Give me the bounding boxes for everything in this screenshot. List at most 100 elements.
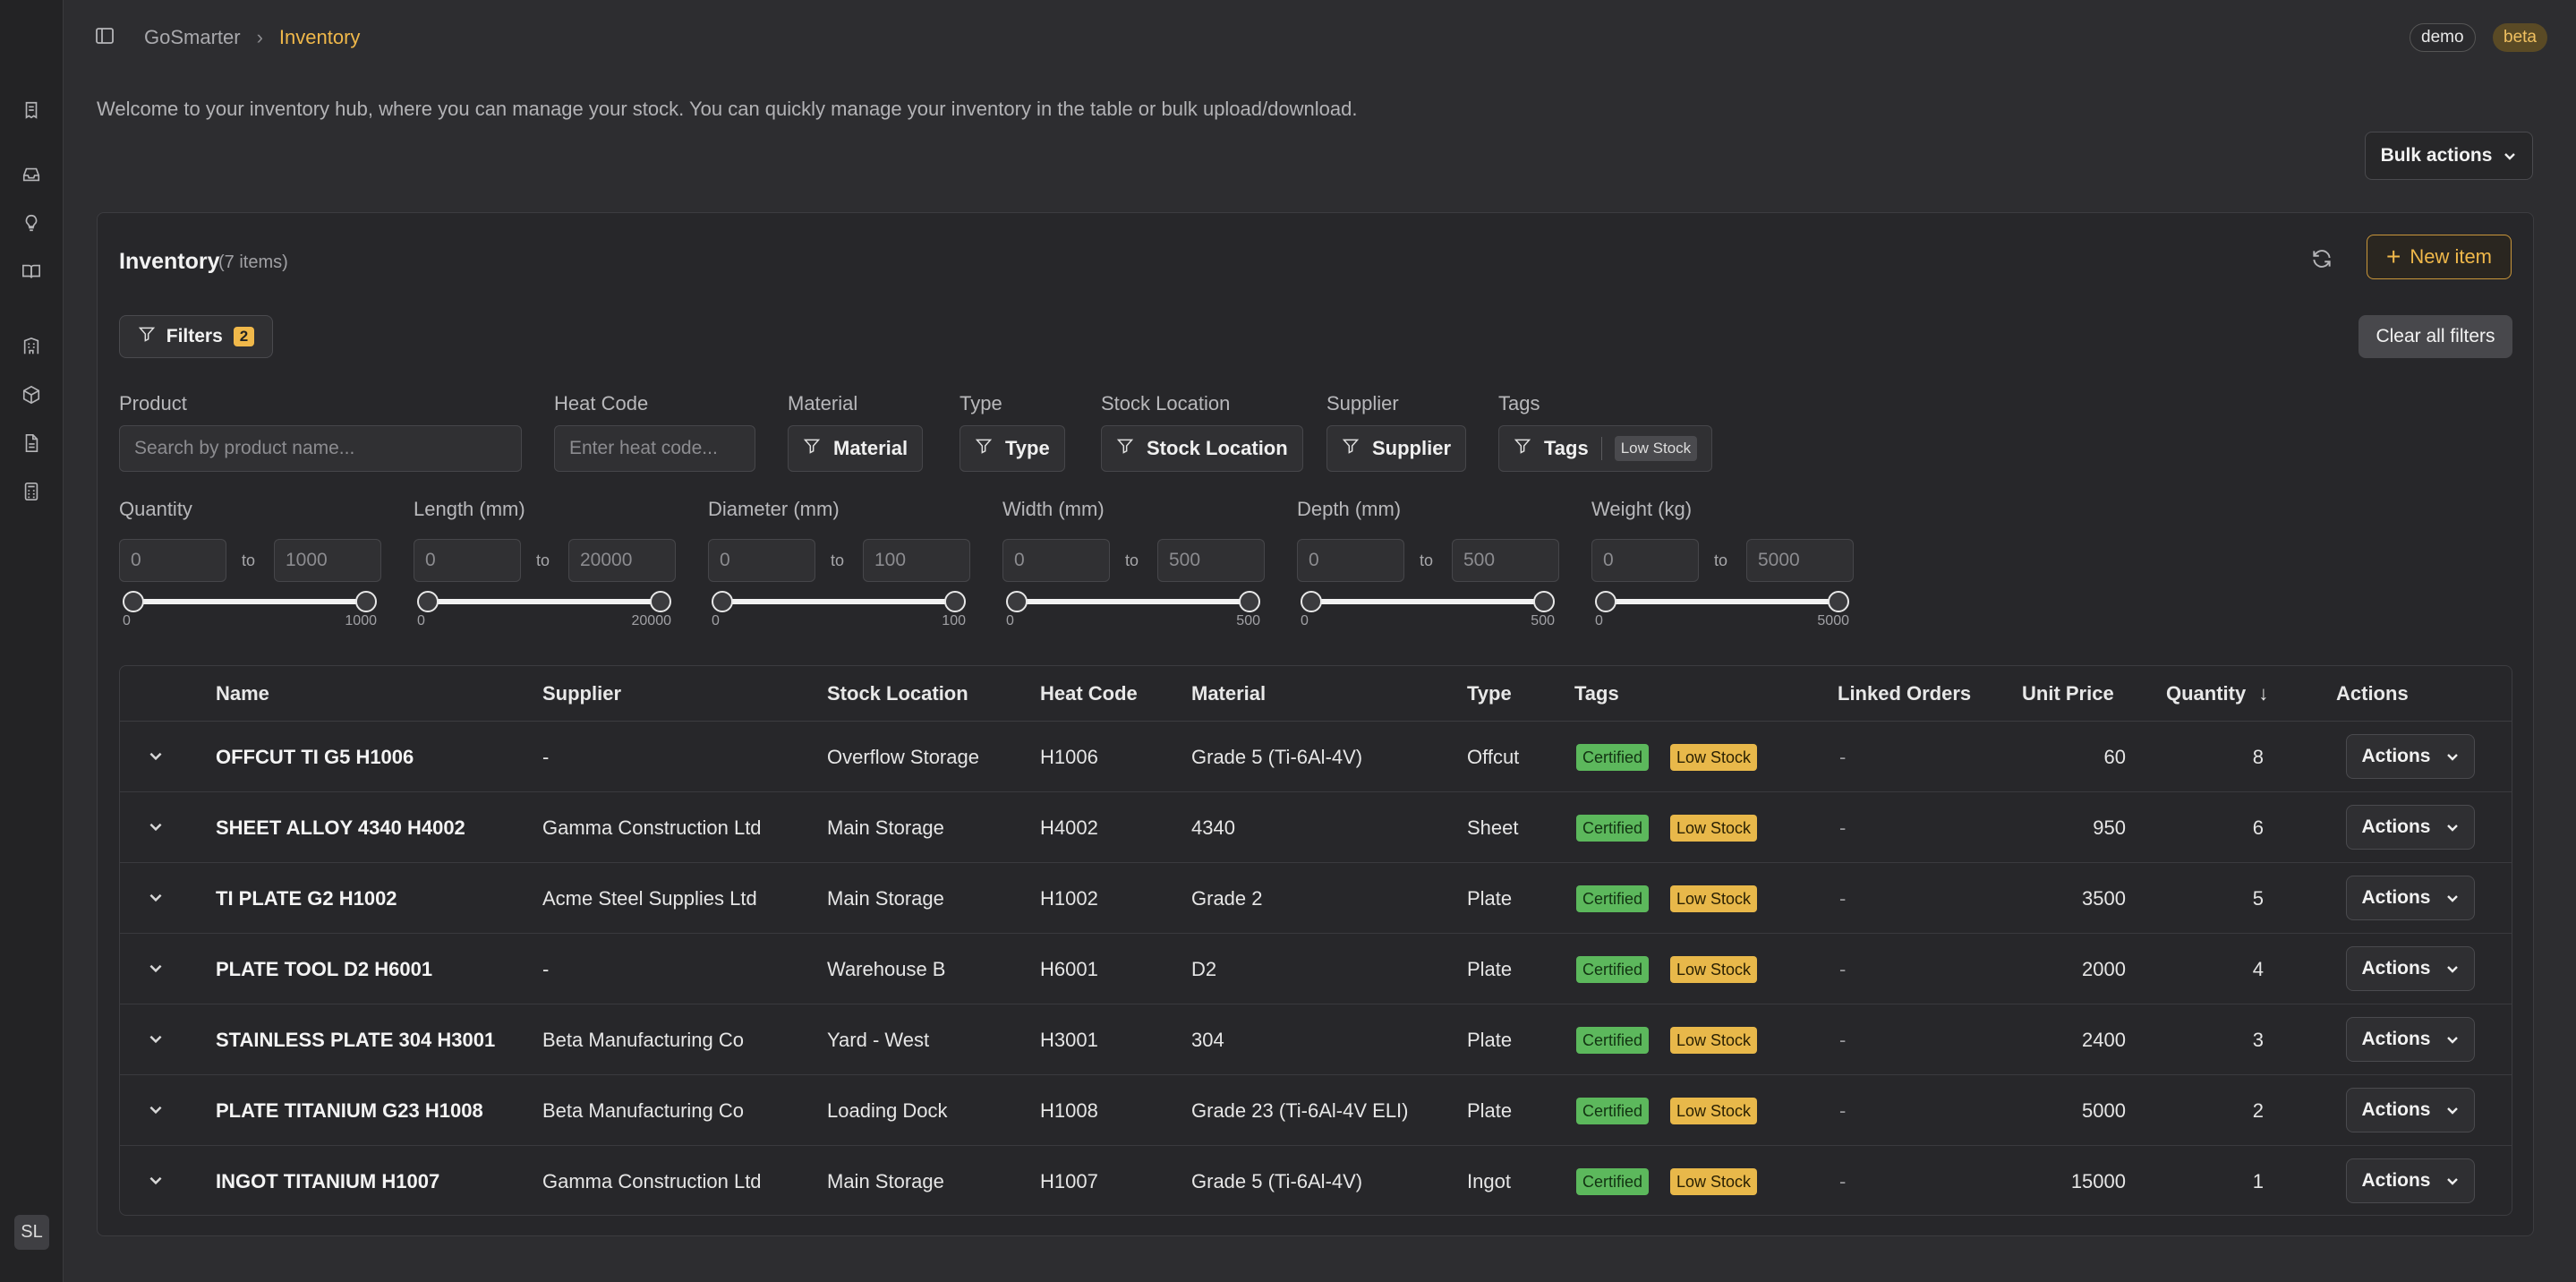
range-slider-max-handle[interactable] [944, 591, 966, 612]
table-row[interactable]: PLATE TOOL D2 H6001 - Warehouse B H6001 … [120, 934, 2512, 1004]
type-filter-button[interactable]: Type [960, 425, 1065, 472]
range-slider-min-handle[interactable] [1301, 591, 1322, 612]
range-slider-max-handle[interactable] [1533, 591, 1555, 612]
range-slider-track[interactable] [722, 599, 955, 604]
chevron-right-icon: › [256, 26, 263, 48]
row-actions-button[interactable]: Actions [2346, 734, 2475, 779]
table-row[interactable]: STAINLESS PLATE 304 H3001 Beta Manufactu… [120, 1004, 2512, 1075]
range-min-input[interactable]: 0 [119, 539, 226, 582]
col-name[interactable]: Name [216, 682, 269, 705]
table-row[interactable]: OFFCUT TI G5 H1006 - Overflow Storage H1… [120, 722, 2512, 792]
clear-all-filters-button[interactable]: Clear all filters [2358, 315, 2512, 358]
col-stock-location[interactable]: Stock Location [827, 682, 968, 705]
lightbulb-icon[interactable] [20, 211, 43, 235]
range-slider-max-handle[interactable] [1239, 591, 1260, 612]
bulk-actions-button[interactable]: Bulk actions [2365, 132, 2533, 180]
cell-name[interactable]: PLATE TITANIUM G23 H1008 [216, 1099, 483, 1122]
expand-row-icon[interactable] [148, 960, 164, 976]
cell-name[interactable]: STAINLESS PLATE 304 H3001 [216, 1029, 496, 1051]
cell-name[interactable]: PLATE TOOL D2 H6001 [216, 958, 433, 980]
expand-row-icon[interactable] [148, 1172, 164, 1188]
inbox-icon[interactable] [20, 163, 43, 186]
range-max-input[interactable]: 500 [1157, 539, 1265, 582]
range-slider-max-handle[interactable] [355, 591, 377, 612]
range-slider-max-handle[interactable] [650, 591, 671, 612]
calculator-icon[interactable] [20, 480, 43, 503]
refresh-icon[interactable] [2310, 247, 2335, 272]
new-item-button[interactable]: + New item [2367, 235, 2512, 279]
range-min-input[interactable]: 0 [1002, 539, 1110, 582]
cell-linked-orders: - [1839, 816, 1847, 839]
range-slider-min-handle[interactable] [1006, 591, 1028, 612]
expand-row-icon[interactable] [148, 1030, 164, 1047]
package-icon[interactable] [20, 383, 43, 406]
range-slider-min-handle[interactable] [1595, 591, 1616, 612]
range-slider-track[interactable] [1017, 599, 1250, 604]
col-quantity[interactable]: Quantity ↓ [2166, 682, 2268, 705]
range-max-input[interactable]: 500 [1452, 539, 1559, 582]
range-slider-min-handle[interactable] [123, 591, 144, 612]
range-min-input[interactable]: 0 [1591, 539, 1699, 582]
col-tags[interactable]: Tags [1574, 682, 1619, 705]
range-slider-track[interactable] [1606, 599, 1838, 604]
range-max-input[interactable]: 100 [863, 539, 970, 582]
col-heat-code[interactable]: Heat Code [1040, 682, 1138, 705]
range-min-tick: 0 [1006, 613, 1014, 628]
range-max-input[interactable]: 20000 [568, 539, 676, 582]
row-actions-button[interactable]: Actions [2346, 946, 2475, 991]
certified-tag: Certified [1576, 815, 1650, 842]
expand-row-icon[interactable] [148, 1101, 164, 1117]
range-min-input[interactable]: 0 [708, 539, 815, 582]
row-actions-button[interactable]: Actions [2346, 1017, 2475, 1062]
row-actions-button[interactable]: Actions [2346, 805, 2475, 850]
range-slider-min-handle[interactable] [417, 591, 439, 612]
row-actions-button[interactable]: Actions [2346, 1088, 2475, 1132]
range-slider-track[interactable] [428, 599, 661, 604]
certified-tag: Certified [1576, 1168, 1650, 1195]
col-linked-orders[interactable]: Linked Orders [1838, 682, 1972, 705]
stock-location-filter-button[interactable]: Stock Location [1101, 425, 1303, 472]
tags-filter-button[interactable]: Tags Low Stock [1498, 425, 1713, 472]
row-actions-button[interactable]: Actions [2346, 876, 2475, 920]
col-supplier[interactable]: Supplier [542, 682, 622, 705]
row-actions-button[interactable]: Actions [2346, 1158, 2475, 1203]
cell-name[interactable]: TI PLATE G2 H1002 [216, 887, 397, 910]
supplier-filter-label: Supplier [1326, 392, 1399, 415]
avatar[interactable]: SL [14, 1215, 49, 1250]
range-min-input[interactable]: 0 [1297, 539, 1404, 582]
cell-name[interactable]: SHEET ALLOY 4340 H4002 [216, 816, 465, 839]
range-slider-max-handle[interactable] [1828, 591, 1849, 612]
range-slider-track[interactable] [133, 599, 366, 604]
filters-button[interactable]: Filters 2 [119, 315, 273, 358]
cell-name[interactable]: OFFCUT TI G5 H1006 [216, 746, 414, 768]
supplier-filter-button[interactable]: Supplier [1326, 425, 1467, 472]
building-icon[interactable] [20, 335, 43, 358]
table-row[interactable]: TI PLATE G2 H1002 Acme Steel Supplies Lt… [120, 863, 2512, 934]
material-filter-button[interactable]: Material [788, 425, 924, 472]
range-slider-track[interactable] [1311, 599, 1544, 604]
col-unit-price[interactable]: Unit Price [2022, 682, 2114, 705]
expand-row-icon[interactable] [148, 818, 164, 834]
book-icon[interactable] [20, 260, 43, 283]
document-icon[interactable] [20, 432, 43, 455]
range-slider-min-handle[interactable] [712, 591, 733, 612]
range-to-label: to [536, 551, 550, 569]
range-max-input[interactable]: 5000 [1746, 539, 1854, 582]
expand-row-icon[interactable] [148, 748, 164, 764]
cell-name[interactable]: INGOT TITANIUM H1007 [216, 1170, 440, 1192]
table-row[interactable]: PLATE TITANIUM G23 H1008 Beta Manufactur… [120, 1075, 2512, 1146]
range-min-input[interactable]: 0 [414, 539, 521, 582]
heat-code-input[interactable]: Enter heat code... [554, 425, 755, 472]
breadcrumb-home[interactable]: GoSmarter [144, 26, 241, 48]
col-type[interactable]: Type [1467, 682, 1512, 705]
receipt-icon[interactable] [20, 98, 43, 122]
breadcrumb-current: Inventory [278, 26, 361, 48]
col-material[interactable]: Material [1191, 682, 1267, 705]
product-search-input[interactable]: Search by product name... [119, 425, 522, 472]
expand-row-icon[interactable] [148, 889, 164, 905]
cell-linked-orders: - [1839, 1170, 1847, 1192]
table-row[interactable]: INGOT TITANIUM H1007 Gamma Construction … [120, 1146, 2512, 1215]
sidebar-toggle-icon[interactable] [94, 25, 117, 48]
range-max-input[interactable]: 1000 [274, 539, 381, 582]
table-row[interactable]: SHEET ALLOY 4340 H4002 Gamma Constructio… [120, 792, 2512, 863]
